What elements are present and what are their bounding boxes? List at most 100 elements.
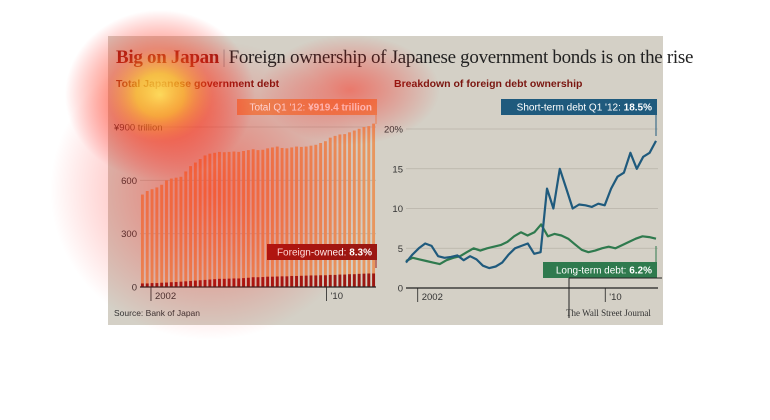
- foreign-owned-bar: [372, 273, 376, 287]
- foreign-owned-bar: [299, 275, 303, 287]
- total-debt-bar: [184, 171, 188, 287]
- foreign-owned-bar: [256, 277, 260, 287]
- left-xtick-label: '10: [331, 291, 343, 302]
- foreign-owned-bar: [290, 275, 294, 287]
- total-debt-bar: [352, 130, 356, 287]
- foreign-owned-bar: [261, 277, 265, 287]
- right-chart: 20% 15 10 5 0 2002 '10 Short-term debt Q1 '12: …: [384, 99, 662, 318]
- left-xtick-label: 2002: [155, 291, 176, 302]
- foreign-owned-bar: [184, 281, 188, 287]
- total-debt-bar: [280, 147, 284, 287]
- foreign-owned-bar: [271, 276, 274, 287]
- foreign-owned-bar: [338, 274, 342, 287]
- foreign-owned-bar: [314, 275, 318, 287]
- total-debt-bar: [145, 191, 149, 287]
- total-debt-bar: [261, 149, 265, 287]
- foreign-owned-bar: [319, 275, 323, 287]
- total-debt-bar: [150, 189, 154, 287]
- total-debt-bar: [338, 134, 342, 287]
- total-debt-bar: [299, 146, 303, 287]
- short-term-annotation-text: Short-term debt Q1 '12: 18.5%: [517, 103, 652, 114]
- foreign-owned-bar: [203, 279, 207, 287]
- total-debt-bar: [323, 141, 327, 287]
- foreign-owned-bar: [193, 280, 197, 287]
- foreign-owned-bar: [328, 274, 332, 287]
- foreign-owned-bar: [333, 274, 337, 287]
- total-debt-bar: [319, 143, 323, 287]
- foreign-owned-bar: [323, 275, 327, 287]
- foreign-owned-bar: [237, 278, 241, 287]
- foreign-owned-bar: [251, 277, 255, 287]
- total-debt-bar: [290, 147, 294, 287]
- total-debt-bar: [169, 178, 173, 287]
- total-debt-bar: [266, 148, 270, 287]
- total-debt-bar: [362, 127, 366, 287]
- total-debt-bar: [193, 162, 197, 287]
- foreign-owned-bar: [218, 278, 221, 287]
- total-debt-bar: [256, 150, 260, 287]
- left-ytick-label: 0: [132, 283, 137, 294]
- total-debt-bar: [304, 146, 308, 287]
- foreign-owned-bar: [343, 274, 347, 287]
- total-debt-bar: [295, 146, 298, 287]
- total-debt-bar: [242, 151, 245, 287]
- total-debt-bar: [275, 146, 279, 287]
- foreign-owned-bar: [213, 279, 217, 287]
- total-debt-bar: [328, 137, 332, 287]
- total-debt-bar: [271, 147, 274, 287]
- total-debt-bar: [165, 180, 168, 287]
- long-term-debt-line: [405, 223, 657, 266]
- foreign-owned-bar: [198, 280, 202, 287]
- total-debt-bar: [213, 152, 217, 287]
- foreign-owned-bar: [227, 278, 231, 287]
- total-debt-bar: [203, 155, 207, 287]
- short-term-annotation-box: [501, 99, 657, 115]
- total-debt-bar: [208, 153, 212, 287]
- total-debt-bar: [372, 123, 376, 287]
- total-debt-bar: [309, 145, 313, 287]
- foreign-owned-bar: [246, 277, 250, 287]
- right-xtick-label: '10: [609, 292, 621, 303]
- total-debt-bar: [237, 151, 241, 287]
- foreign-owned-bar: [160, 282, 164, 287]
- left-ytick-label: 600: [121, 176, 137, 187]
- total-debt-bar: [198, 159, 202, 287]
- total-debt-bar: [232, 151, 236, 287]
- foreign-annotation-text: Foreign-owned: 8.3%: [277, 248, 372, 259]
- foreign-owned-bar: [309, 275, 313, 287]
- foreign-owned-bar: [295, 275, 298, 287]
- total-debt-bar: [218, 151, 221, 287]
- right-ytick-label: 0: [398, 284, 403, 295]
- total-debt-bar: [357, 128, 361, 287]
- foreign-owned-bar: [280, 276, 284, 287]
- total-debt-bar: [343, 134, 347, 287]
- foreign-owned-bar: [304, 275, 308, 287]
- left-ytick-label: 300: [121, 229, 137, 240]
- right-ytick-label: 20%: [384, 125, 404, 136]
- total-debt-bar: [155, 187, 159, 287]
- total-debt-bar: [189, 166, 193, 287]
- total-debt-bar: [222, 152, 226, 287]
- right-xtick-label: 2002: [422, 292, 443, 303]
- foreign-owned-bar: [189, 280, 193, 287]
- total-debt-bar: [348, 132, 351, 287]
- foreign-owned-bar: [222, 278, 226, 287]
- foreign-owned-bar: [275, 276, 279, 287]
- left-ytick-label: ¥900 trillion: [113, 123, 163, 134]
- total-debt-bar: [179, 176, 183, 287]
- foreign-owned-bar: [367, 273, 371, 287]
- total-debt-bar: [140, 194, 144, 287]
- foreign-owned-bar: [208, 279, 212, 287]
- right-ytick-label: 10: [392, 204, 403, 215]
- foreign-owned-bar: [232, 278, 236, 287]
- foreign-owned-bar: [169, 282, 173, 287]
- long-term-annotation-text: Long-term debt: 6.2%: [556, 266, 652, 277]
- foreign-owned-bar: [174, 282, 178, 287]
- foreign-owned-bar: [357, 273, 361, 287]
- total-debt-bar: [314, 144, 318, 287]
- total-debt-bar: [285, 148, 289, 287]
- total-debt-bar: [174, 177, 178, 287]
- right-ytick-label: 5: [398, 244, 403, 255]
- total-debt-bar: [251, 149, 255, 287]
